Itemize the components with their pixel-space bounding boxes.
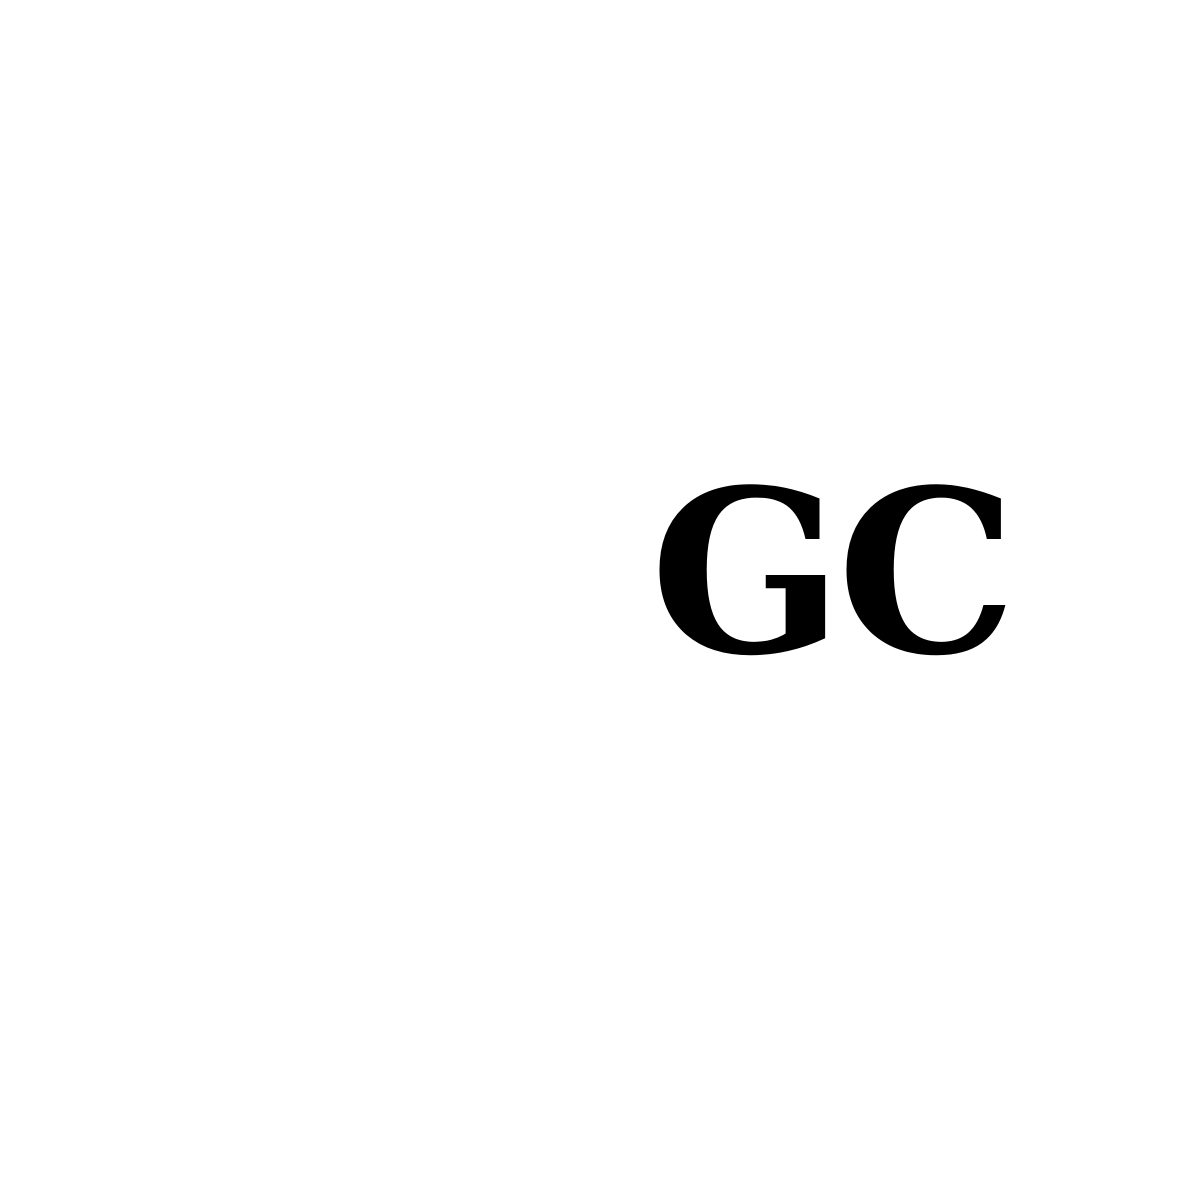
gc-monogram: GC (650, 441, 1017, 706)
